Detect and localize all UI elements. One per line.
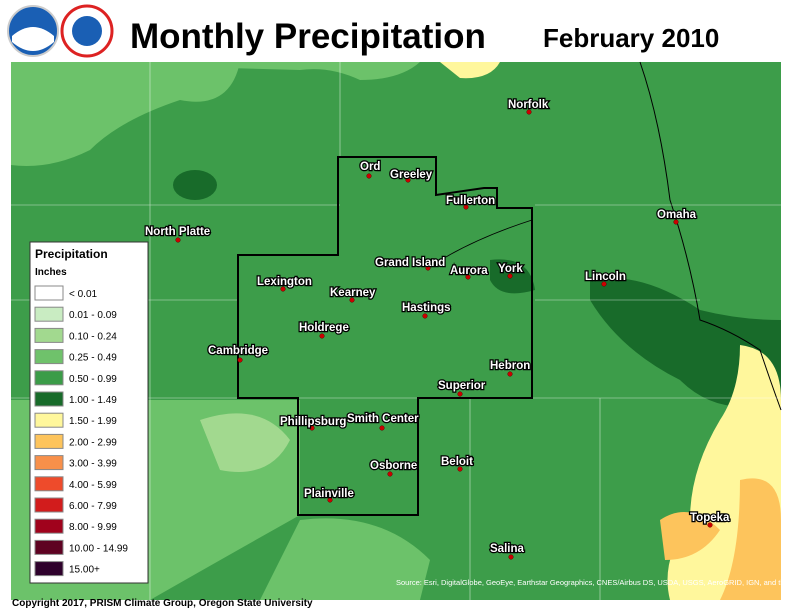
legend-label: 0.50 - 0.99: [69, 374, 117, 385]
legend-label: 0.10 - 0.24: [69, 331, 117, 342]
legend-swatch: [34, 349, 64, 365]
legend-label: 10.00 - 14.99: [69, 543, 128, 554]
dark-patch: [173, 170, 217, 200]
city-label: Osborne: [370, 460, 417, 472]
legend-swatch: [34, 539, 64, 555]
date: February 2010: [543, 23, 719, 53]
legend-label: 3.00 - 3.99: [69, 459, 117, 470]
city-dot: [405, 177, 411, 183]
legend-swatch: [34, 412, 64, 428]
legend-label: 2.00 - 2.99: [69, 437, 117, 448]
city-label: Salina: [490, 543, 524, 555]
source: Source: Esri, DigitalGlobe, GeoEye, Eart…: [396, 578, 792, 587]
city-dot: [379, 425, 385, 431]
city-dot: [601, 281, 607, 287]
legend-swatch: [34, 327, 64, 343]
city-label: Fullerton: [446, 195, 495, 207]
city-dot: [349, 297, 355, 303]
city-label: Cambridge: [208, 345, 268, 357]
legend-swatch: [34, 455, 64, 471]
wet-patch: [660, 512, 720, 560]
title: Monthly Precipitation: [130, 17, 486, 56]
city-dot: [673, 219, 679, 225]
legend-label: 1.50 - 1.99: [69, 416, 117, 427]
legend-label: 4.00 - 5.99: [69, 480, 117, 491]
cities: North Platte Ord Greeley Norfolk Fullerton Om…: [144, 98, 731, 560]
city-dot: [457, 391, 463, 397]
legend-label: 1.00 - 1.49: [69, 395, 117, 406]
city-label: Superior: [438, 380, 486, 392]
city-label: Lincoln: [585, 271, 626, 283]
city-dot: [507, 273, 513, 279]
river: [639, 61, 782, 411]
city-label: Hastings: [402, 302, 451, 314]
city-dot: [463, 204, 469, 210]
city-label: Norfolk: [508, 99, 549, 111]
city-label: Kearney: [330, 287, 376, 299]
legend-swatch: [34, 433, 64, 449]
nws-logo-center: [72, 16, 102, 46]
city-dot: [422, 313, 428, 319]
legend-label: 0.01 - 0.09: [69, 310, 117, 321]
city-label: Omaha: [657, 209, 697, 221]
legend: Precipitation Inches < 0.01 0.01 - 0.09 0.…: [29, 241, 149, 584]
legend-title: Precipitation: [35, 247, 108, 261]
wet-patch: [720, 478, 781, 600]
city-dot: [327, 497, 333, 503]
legend-label: 15.00+: [69, 565, 100, 576]
city-dot: [707, 522, 713, 528]
noaa-logo-wave: [12, 27, 54, 51]
city-label: Plainville: [304, 488, 354, 500]
city-dot: [526, 109, 532, 115]
light-patch: [11, 62, 240, 166]
river: [427, 219, 533, 269]
city-dot: [508, 554, 514, 560]
legend-swatch: [34, 285, 64, 301]
city-dot: [366, 173, 372, 179]
legend-units: Inches: [35, 267, 67, 278]
legend-label: < 0.01: [69, 289, 98, 300]
city-dot: [280, 286, 286, 292]
cwa-outline: [237, 156, 533, 516]
city-label: Lexington: [257, 276, 312, 288]
legend-swatch: [34, 306, 64, 322]
city-label: Aurora: [450, 265, 488, 277]
city-dot: [175, 237, 181, 243]
legend-swatch: [34, 518, 64, 534]
legend-label: 0.25 - 0.49: [69, 353, 117, 364]
city-dot: [237, 357, 243, 363]
city-dot: [425, 265, 431, 271]
legend-swatch: [34, 497, 64, 513]
city-dot: [309, 425, 315, 431]
light-patch: [11, 62, 420, 80]
city-label: Grand Island: [375, 257, 445, 269]
city-label: Holdrege: [299, 322, 349, 334]
legend-swatch: [34, 561, 64, 577]
city-label: Ord: [360, 161, 380, 173]
legend-swatch: [34, 476, 64, 492]
city-dot: [319, 333, 325, 339]
light-patch: [200, 413, 290, 472]
city-label: Greeley: [390, 169, 433, 181]
city-label: Topeka: [690, 512, 730, 524]
city-label: Hebron: [490, 360, 530, 372]
city-label: Smith Center: [347, 413, 419, 425]
legend-label: 6.00 - 7.99: [69, 501, 117, 512]
city-dot: [507, 371, 513, 377]
city-dot: [457, 466, 463, 472]
city-label: Phillipsburg: [280, 416, 346, 428]
city-label: York: [498, 263, 523, 275]
dark-patch: [590, 278, 781, 407]
light-patch: [260, 518, 430, 600]
city-label: Beloit: [441, 456, 473, 468]
city-dot: [387, 471, 393, 477]
legend-swatch: [34, 391, 64, 407]
city-dot: [465, 274, 471, 280]
city-label: North Platte: [145, 226, 210, 238]
legend-label: 8.00 - 9.99: [69, 522, 117, 533]
legend-swatch: [34, 370, 64, 386]
copyright: Copyright 2017, PRISM Climate Group, Ore…: [12, 598, 313, 609]
wet-patch: [440, 62, 500, 79]
